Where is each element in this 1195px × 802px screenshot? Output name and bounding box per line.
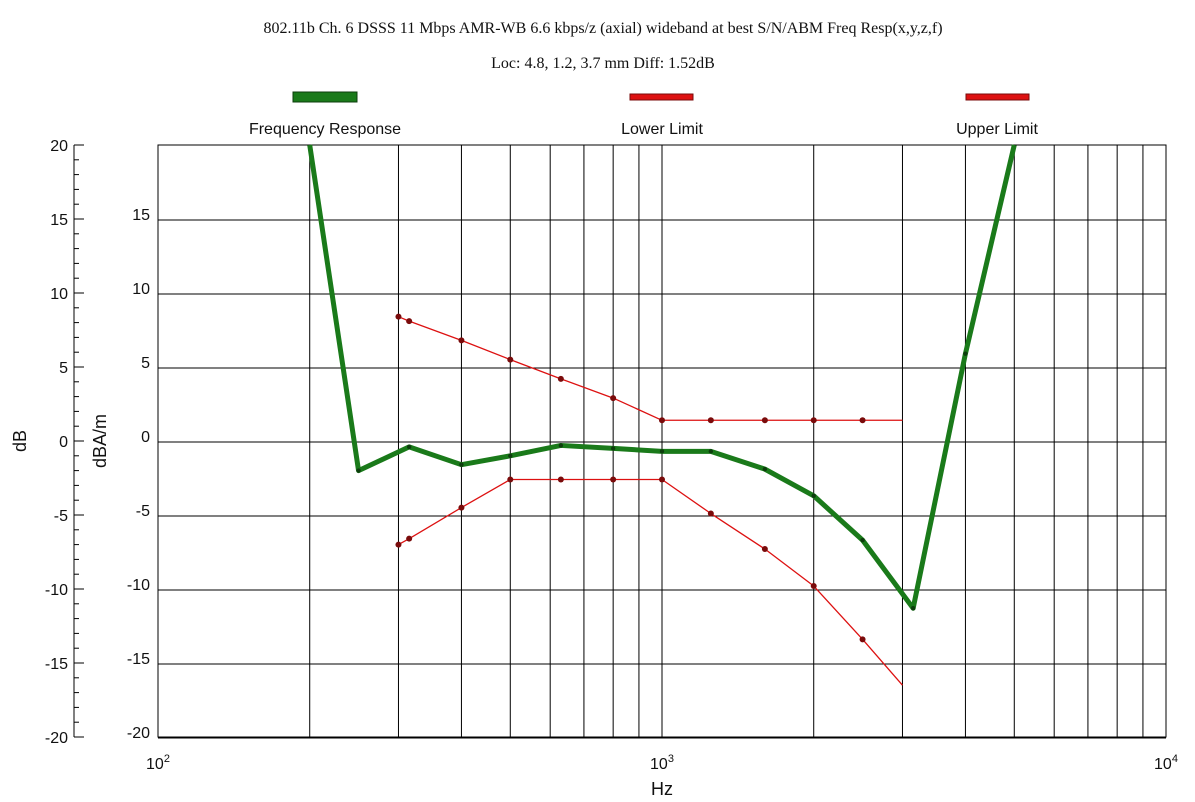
- data-point-lower-limit: [557, 476, 564, 483]
- data-point-frequency-response: [610, 446, 616, 451]
- data-point-lower-limit: [707, 510, 714, 517]
- data-point-frequency-response: [659, 449, 665, 454]
- y-outer-tick-label: 10: [50, 286, 68, 303]
- data-point-frequency-response: [558, 443, 564, 448]
- series-line-upper-limit: [398, 316, 903, 421]
- y-axis-inner: 15 10 5 0 -5 -10 -15 -20: [127, 207, 150, 742]
- data-point-upper-limit: [406, 318, 413, 325]
- y-outer-tick-label: -10: [45, 582, 68, 599]
- legend-item-upper-limit: Upper Limit: [956, 93, 1038, 138]
- series-layer: [307, 144, 1017, 686]
- legend-swatch-upper-limit: [965, 93, 1030, 101]
- legend-label-upper-limit: Upper Limit: [956, 121, 1038, 138]
- data-point-frequency-response: [356, 468, 361, 473]
- y-inner-tick-label: -10: [127, 577, 150, 594]
- legend-label-frequency-response: Frequency Response: [249, 121, 401, 138]
- series-line-lower-limit: [398, 478, 903, 686]
- data-point-frequency-response: [708, 449, 714, 454]
- y-inner-tick-label: 10: [132, 281, 150, 298]
- data-point-upper-limit: [810, 417, 817, 424]
- y-inner-tick-label: -20: [127, 725, 150, 742]
- legend-label-lower-limit: Lower Limit: [621, 121, 703, 138]
- legend-swatch-lower-limit: [629, 93, 694, 101]
- y-outer-tick-label: 15: [50, 212, 68, 229]
- data-point-frequency-response: [508, 453, 513, 458]
- y-outer-tick-label: 0: [59, 434, 68, 451]
- y-outer-tick-label: 20: [50, 138, 68, 155]
- data-point-upper-limit: [859, 417, 866, 424]
- y-outer-tick-label: 5: [59, 360, 68, 377]
- y-inner-tick-label: -15: [127, 651, 150, 668]
- legend-swatch-frequency-response: [292, 91, 358, 103]
- data-point-lower-limit: [458, 504, 465, 511]
- data-point-upper-limit: [610, 395, 617, 402]
- y-inner-tick-label: 0: [141, 429, 150, 446]
- data-point-frequency-response: [762, 466, 768, 472]
- data-point-frequency-response: [459, 462, 464, 467]
- data-point-frequency-response: [406, 444, 412, 450]
- y-inner-tick-label: -5: [136, 503, 150, 520]
- data-point-frequency-response: [910, 606, 916, 611]
- data-point-upper-limit: [761, 417, 768, 424]
- data-point-lower-limit: [859, 636, 866, 643]
- x-tick-label: 103: [650, 753, 674, 773]
- y-outer-tick-label: -15: [45, 656, 68, 673]
- y-inner-tick-label: 15: [132, 207, 150, 224]
- y-axis-outer: 20 15 10 5 0 -5 -10 -15 -20: [45, 138, 84, 747]
- data-point-lower-limit: [395, 541, 402, 548]
- chart-subtitle: Loc: 4.8, 1.2, 3.7 mm Diff: 1.52dB: [491, 55, 715, 72]
- data-point-lower-limit: [406, 535, 413, 542]
- data-point-lower-limit: [810, 583, 817, 590]
- x-tick-label: 104: [1154, 753, 1178, 773]
- data-point-frequency-response: [811, 493, 816, 498]
- data-point-upper-limit: [507, 356, 514, 363]
- x-axis-label: Hz: [651, 779, 673, 799]
- data-point-frequency-response: [963, 351, 968, 356]
- data-point-upper-limit: [659, 417, 665, 424]
- y-axis-label-inner: dBA/m: [90, 414, 110, 468]
- data-point-upper-limit: [557, 375, 564, 382]
- y-outer-tick-label: -5: [54, 508, 68, 525]
- data-point-upper-limit: [707, 417, 714, 424]
- data-point-lower-limit: [610, 476, 617, 483]
- chart-title: 802.11b Ch. 6 DSSS 11 Mbps AMR-WB 6.6 kb…: [263, 20, 942, 37]
- data-point-lower-limit: [761, 546, 768, 553]
- y-axis-label-outer: dB: [10, 430, 30, 452]
- x-tick-label: 102: [146, 753, 170, 773]
- legend-item-lower-limit: Lower Limit: [621, 93, 703, 138]
- data-point-lower-limit: [659, 476, 665, 483]
- y-outer-tick-label: -20: [45, 730, 68, 747]
- data-point-upper-limit: [395, 313, 402, 320]
- data-point-upper-limit: [458, 337, 465, 344]
- y-inner-tick-label: 5: [141, 355, 150, 372]
- legend-item-frequency-response: Frequency Response: [249, 91, 401, 138]
- data-point-frequency-response: [860, 537, 865, 543]
- x-axis: 102 103 104: [146, 753, 1178, 773]
- data-point-lower-limit: [507, 476, 514, 483]
- legend: Frequency Response Lower Limit Upper Lim…: [249, 91, 1038, 138]
